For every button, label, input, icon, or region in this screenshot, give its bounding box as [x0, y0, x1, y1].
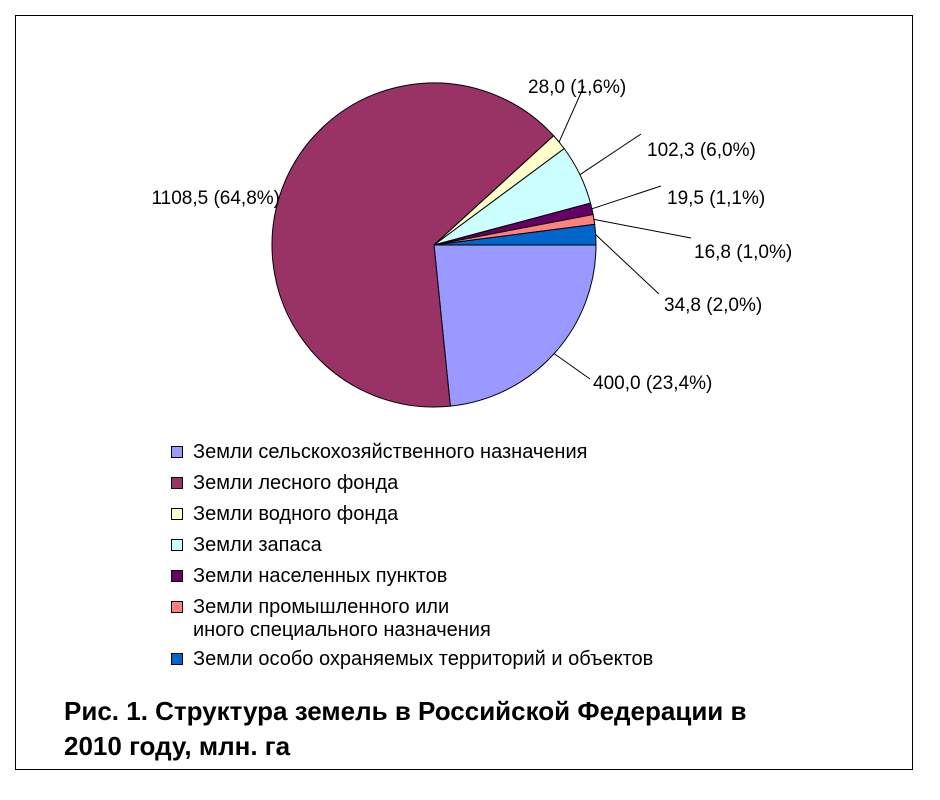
- legend-label: Земли запаса: [193, 534, 322, 556]
- legend-item-water: Земли водного фонда: [171, 503, 653, 526]
- caption-line-1: Рис. 1. Структура земель в Российской Фе…: [64, 696, 747, 726]
- leader-line-industrial: [593, 218, 692, 239]
- data-label-forest: 1108,5 (64,8%): [151, 188, 280, 209]
- figure-frame: 400,0 (23,4%) 1108,5 (64,8%) 28,0 (1,6%)…: [15, 15, 913, 770]
- figure-caption: Рис. 1. Структура земель в Российской Фе…: [64, 694, 914, 764]
- legend: Земли сельскохозяйственного назначения З…: [171, 441, 653, 679]
- pie-slices: [271, 82, 597, 408]
- legend-swatch: [171, 539, 183, 551]
- pie-chart: 400,0 (23,4%) 1108,5 (64,8%) 28,0 (1,6%)…: [151, 77, 792, 408]
- leader-line-agricultural: [553, 353, 591, 380]
- legend-item-protected: Земли особо охраняемых территорий и объе…: [171, 648, 653, 671]
- pie-slice-forest: [271, 82, 555, 408]
- pie-slice-agricultural: [433, 244, 597, 407]
- legend-item-settlements: Земли населенных пунктов: [171, 565, 653, 588]
- legend-label: Земли населенных пунктов: [193, 565, 448, 587]
- leader-line-settlements: [591, 185, 662, 210]
- legend-item-industrial: Земли промышленного или иного специально…: [171, 596, 653, 642]
- legend-swatch: [171, 653, 183, 665]
- caption-line-2: 2010 году, млн. га: [64, 731, 291, 761]
- pie-slice-protected: [433, 223, 597, 246]
- legend-label: Земли лесного фонда: [193, 472, 399, 494]
- legend-swatch: [171, 570, 183, 582]
- legend-swatch: [171, 477, 183, 489]
- data-label-agricultural: 400,0 (23,4%): [593, 373, 712, 394]
- legend-swatch: [171, 601, 183, 613]
- leader-line-reserve: [579, 133, 642, 176]
- data-label-protected: 34,8 (2,0%): [664, 295, 762, 316]
- legend-label: Земли особо охраняемых территорий и объе…: [193, 648, 654, 670]
- legend-item-forest: Земли лесного фонда: [171, 472, 653, 495]
- legend-item-reserve: Земли запаса: [171, 534, 653, 557]
- legend-label: Земли сельскохозяйственного назначения: [193, 441, 588, 463]
- leader-line-water: [558, 85, 585, 143]
- data-label-industrial: 16,8 (1,0%): [694, 242, 792, 263]
- data-label-settlements: 19,5 (1,1%): [667, 188, 765, 209]
- data-labels: 400,0 (23,4%) 1108,5 (64,8%) 28,0 (1,6%)…: [151, 77, 792, 394]
- legend-item-agricultural: Земли сельскохозяйственного назначения: [171, 441, 653, 464]
- leader-lines: [553, 85, 692, 380]
- legend-label-line1: Земли промышленного или: [193, 596, 450, 618]
- legend-label: Земли водного фонда: [193, 503, 399, 525]
- data-label-water: 28,0 (1,6%): [528, 77, 626, 98]
- legend-swatch: [171, 508, 183, 520]
- data-label-reserve: 102,3 (6,0%): [647, 140, 756, 161]
- legend-swatch: [171, 446, 183, 458]
- leader-line-protected: [595, 234, 660, 295]
- legend-label-line2: иного специального назначения: [193, 619, 491, 641]
